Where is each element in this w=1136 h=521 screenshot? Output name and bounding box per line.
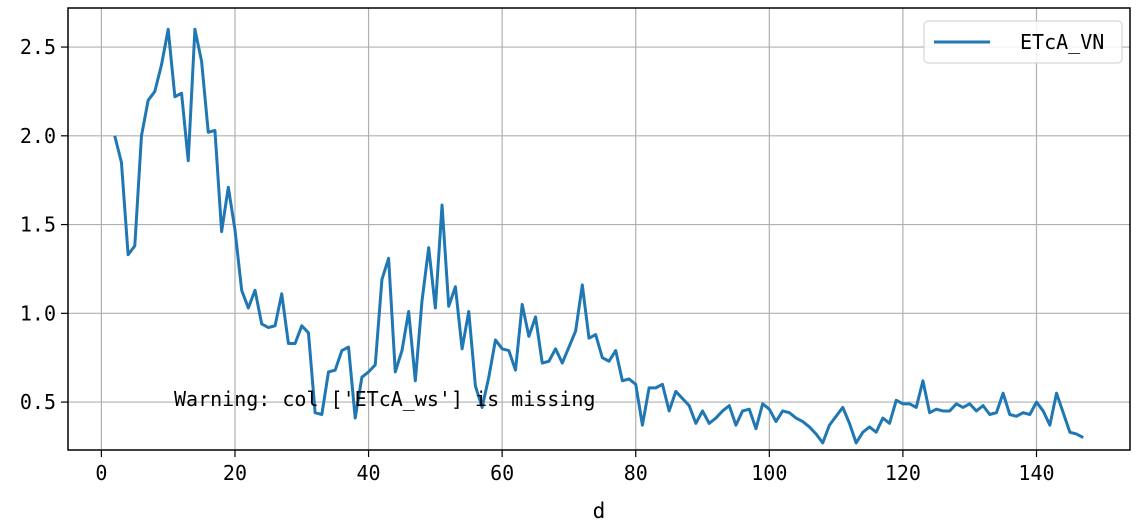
x-axis-ticks: 0 20 40 60 80 100 120 140	[95, 450, 1055, 485]
x-tick-label: 40	[357, 461, 381, 485]
y-axis-ticks: 0.5 1.0 1.5 2.0 2.5	[20, 35, 68, 414]
legend-label-etca-vn: ETcA_VN	[1020, 30, 1104, 54]
series-line-etca-vn	[113, 27, 1084, 445]
x-tick-label: 20	[223, 461, 247, 485]
x-tick-label: 80	[624, 461, 648, 485]
y-tick-label: 1.0	[20, 301, 56, 325]
x-tick-label: 100	[751, 461, 787, 485]
x-axis-label: d	[593, 499, 606, 521]
y-tick-label: 2.0	[20, 124, 56, 148]
legend: ETcA_VN	[923, 20, 1123, 64]
x-tick-label: 140	[1018, 461, 1054, 485]
x-tick-label: 0	[95, 461, 107, 485]
y-tick-label: 2.5	[20, 35, 56, 59]
y-tick-label: 1.5	[20, 213, 56, 237]
y-tick-label: 0.5	[20, 390, 56, 414]
grid-lines	[68, 8, 1130, 450]
warning-annotation: Warning: col ['ETcA_ws'] is missing	[174, 387, 595, 411]
x-tick-label: 60	[490, 461, 514, 485]
x-tick-label: 120	[885, 461, 921, 485]
plot-frame	[67, 7, 1131, 451]
legend-box	[923, 20, 1123, 64]
series-layer	[113, 27, 1084, 445]
